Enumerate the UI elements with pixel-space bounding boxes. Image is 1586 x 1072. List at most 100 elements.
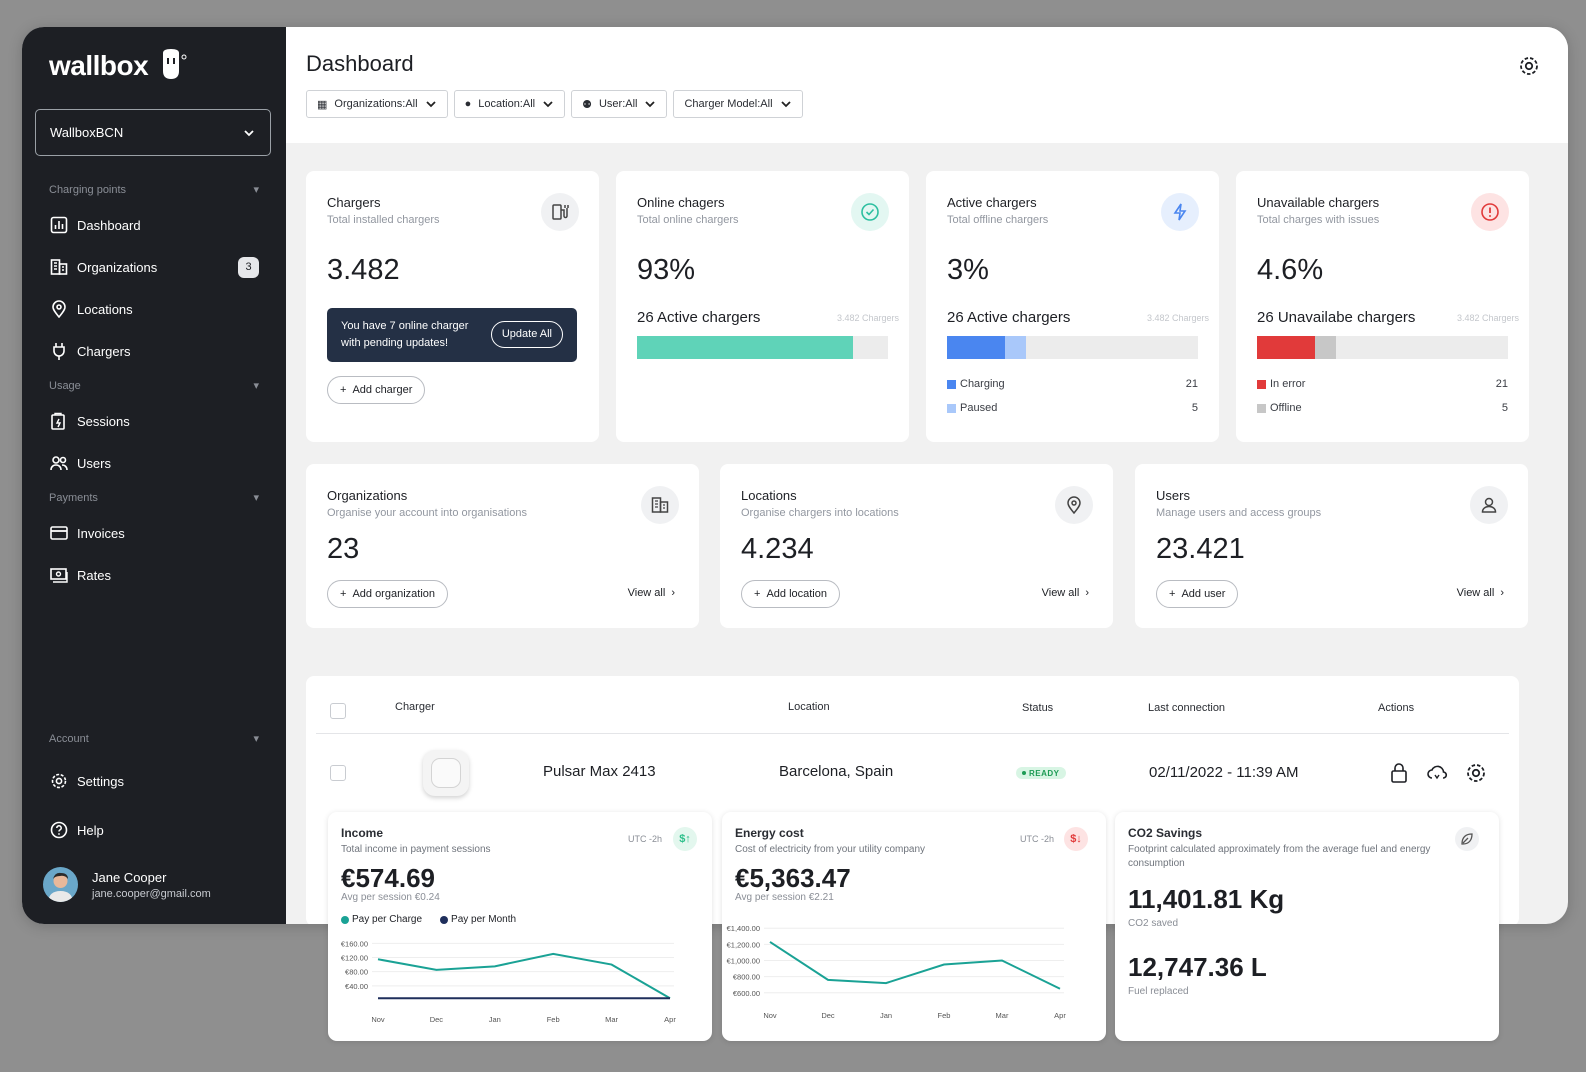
- charging-fill: [947, 336, 1005, 359]
- legend-value: 5: [1501, 402, 1508, 414]
- sidebar-item-label: Help: [77, 822, 104, 838]
- legend-swatch: [1257, 379, 1266, 389]
- x-tick-label: Feb: [938, 1011, 951, 1020]
- card-value: 93%: [637, 254, 696, 286]
- button-label: Add location: [766, 588, 827, 600]
- y-tick-label: €80.00: [345, 968, 368, 977]
- section-label: Charging points: [49, 183, 127, 196]
- y-tick-label: €160.00: [341, 939, 368, 948]
- online-progress-bar: [637, 336, 888, 359]
- select-all-checkbox[interactable]: [330, 703, 346, 719]
- y-tick-label: €1,000.00: [727, 957, 760, 966]
- filter-location[interactable]: ● Location:All: [453, 90, 566, 118]
- legend-label: Pay per Charge: [352, 914, 423, 925]
- sidebar-item-rates[interactable]: Rates: [49, 562, 259, 588]
- card-title: Active chargers: [947, 195, 1037, 210]
- legend-paused: Paused 5: [947, 402, 1198, 414]
- x-tick-label: Nov: [371, 1015, 385, 1024]
- column-header-last-connection[interactable]: Last connection: [1148, 702, 1226, 714]
- view-all-organizations-link[interactable]: View all ›: [628, 587, 675, 599]
- user-profile[interactable]: Jane Cooper jane.cooper@gmail.com: [43, 867, 211, 902]
- view-all-locations-link[interactable]: View all ›: [1042, 587, 1089, 599]
- sidebar-item-organizations[interactable]: Organizations 3: [49, 254, 259, 280]
- chevron-down-icon: [645, 101, 656, 108]
- widget-subtitle: Cost of electricity from your utility co…: [735, 844, 926, 855]
- sidebar-item-label: Settings: [77, 773, 124, 789]
- card-title: Chargers: [327, 195, 381, 210]
- update-all-button[interactable]: Update All: [490, 321, 563, 348]
- cloud-sync-icon[interactable]: [1426, 762, 1448, 784]
- card-value: 3%: [947, 254, 989, 286]
- location-pin-icon: [49, 299, 69, 319]
- gear-icon[interactable]: [1465, 762, 1487, 784]
- dollar-up-icon: $↑: [673, 827, 697, 851]
- add-charger-button[interactable]: + Add charger: [327, 376, 426, 404]
- sidebar-item-chargers[interactable]: Chargers: [49, 338, 259, 364]
- organization-selector[interactable]: WallboxBCN: [35, 109, 271, 156]
- charger-location: Barcelona, Spain: [779, 763, 894, 780]
- charger-name[interactable]: Pulsar Max 2413: [543, 763, 656, 780]
- update-notice: You have 7 online charger with pending u…: [327, 308, 577, 362]
- sidebar-item-sessions[interactable]: Sessions: [49, 408, 259, 434]
- x-tick-label: Mar: [605, 1015, 618, 1024]
- filter-user[interactable]: ⚉ User:All: [571, 90, 668, 118]
- card-subtitle: Total charges with issues: [1257, 214, 1380, 226]
- sidebar-item-invoices[interactable]: Invoices: [49, 520, 259, 546]
- section-payments[interactable]: Payments ▾: [49, 491, 259, 505]
- y-tick-label: €800.00: [733, 973, 760, 982]
- widget-subtitle: Footprint calculated approximately from …: [1128, 844, 1431, 869]
- banknote-icon: [49, 565, 69, 585]
- sidebar-item-help[interactable]: Help: [49, 817, 259, 843]
- add-location-button[interactable]: + Add location: [741, 580, 840, 608]
- energy-line-chart: €1,400.00 €1,200.00 €1,000.00 €800.00 €600.0…: [727, 924, 1067, 1020]
- column-header-actions: Actions: [1378, 702, 1415, 714]
- brand-name: wallbox: [49, 50, 149, 81]
- add-user-button[interactable]: + Add user: [1156, 580, 1239, 608]
- y-tick-label: €40.00: [345, 982, 368, 991]
- widget-value: €5,363.47: [735, 863, 851, 893]
- chevron-down-icon: [780, 101, 791, 108]
- widget-title: Energy cost: [735, 826, 804, 840]
- column-header-charger[interactable]: Charger: [395, 701, 435, 713]
- charger-thumbnail: [423, 750, 469, 796]
- plus-icon: +: [754, 588, 761, 600]
- building-icon: [641, 486, 679, 524]
- sidebar-item-dashboard[interactable]: Dashboard: [49, 212, 259, 238]
- card-total: 3.482 Chargers: [1146, 313, 1209, 323]
- chevron-down-icon: [425, 101, 436, 108]
- view-all-users-link[interactable]: View all ›: [1457, 587, 1504, 599]
- sidebar-item-label: Locations: [77, 301, 133, 317]
- fuel-replaced-label: Fuel replaced: [1128, 986, 1189, 997]
- section-usage[interactable]: Usage ▾: [49, 379, 259, 393]
- organization-selector-value: WallboxBCN: [50, 125, 124, 140]
- gear-icon: [49, 771, 69, 791]
- legend-label: In error: [1270, 378, 1306, 390]
- dollar-down-icon: $↓: [1064, 827, 1088, 851]
- card-sub-title: 26 Active chargers: [947, 309, 1071, 326]
- filter-organizations[interactable]: ▦ Organizations:All: [306, 90, 448, 118]
- column-header-status[interactable]: Status: [1022, 702, 1054, 714]
- section-charging-points[interactable]: Charging points ▾: [49, 183, 259, 197]
- card-total: 3.482 Chargers: [836, 313, 899, 323]
- link-label: View all: [1041, 587, 1080, 599]
- column-header-location[interactable]: Location: [788, 701, 830, 713]
- card-subtitle: Manage users and access groups: [1156, 507, 1322, 519]
- sidebar-item-settings[interactable]: Settings: [49, 768, 259, 794]
- card-title: Locations: [741, 488, 797, 503]
- card-total: 3.482 Chargers: [1456, 313, 1519, 323]
- locations-card: Locations Organise chargers into locatio…: [720, 464, 1113, 628]
- gear-icon[interactable]: [1518, 55, 1540, 77]
- sidebar-item-locations[interactable]: Locations: [49, 296, 259, 322]
- filter-charger-model[interactable]: Charger Model:All: [673, 90, 803, 118]
- x-tick-label: Jan: [489, 1015, 501, 1024]
- add-organization-button[interactable]: + Add organization: [327, 580, 448, 608]
- card-subtitle: Organise your account into organisations: [327, 507, 527, 519]
- sidebar-item-users[interactable]: Users: [49, 450, 259, 476]
- row-checkbox[interactable]: [330, 765, 346, 781]
- lock-icon[interactable]: [1389, 762, 1409, 784]
- section-account[interactable]: Account ▾: [49, 732, 259, 746]
- x-tick-label: Feb: [547, 1015, 560, 1024]
- timezone-label: UTC -2h: [1020, 834, 1055, 844]
- active-progress-bar: [947, 336, 1198, 359]
- chevron-down-icon: [543, 101, 553, 108]
